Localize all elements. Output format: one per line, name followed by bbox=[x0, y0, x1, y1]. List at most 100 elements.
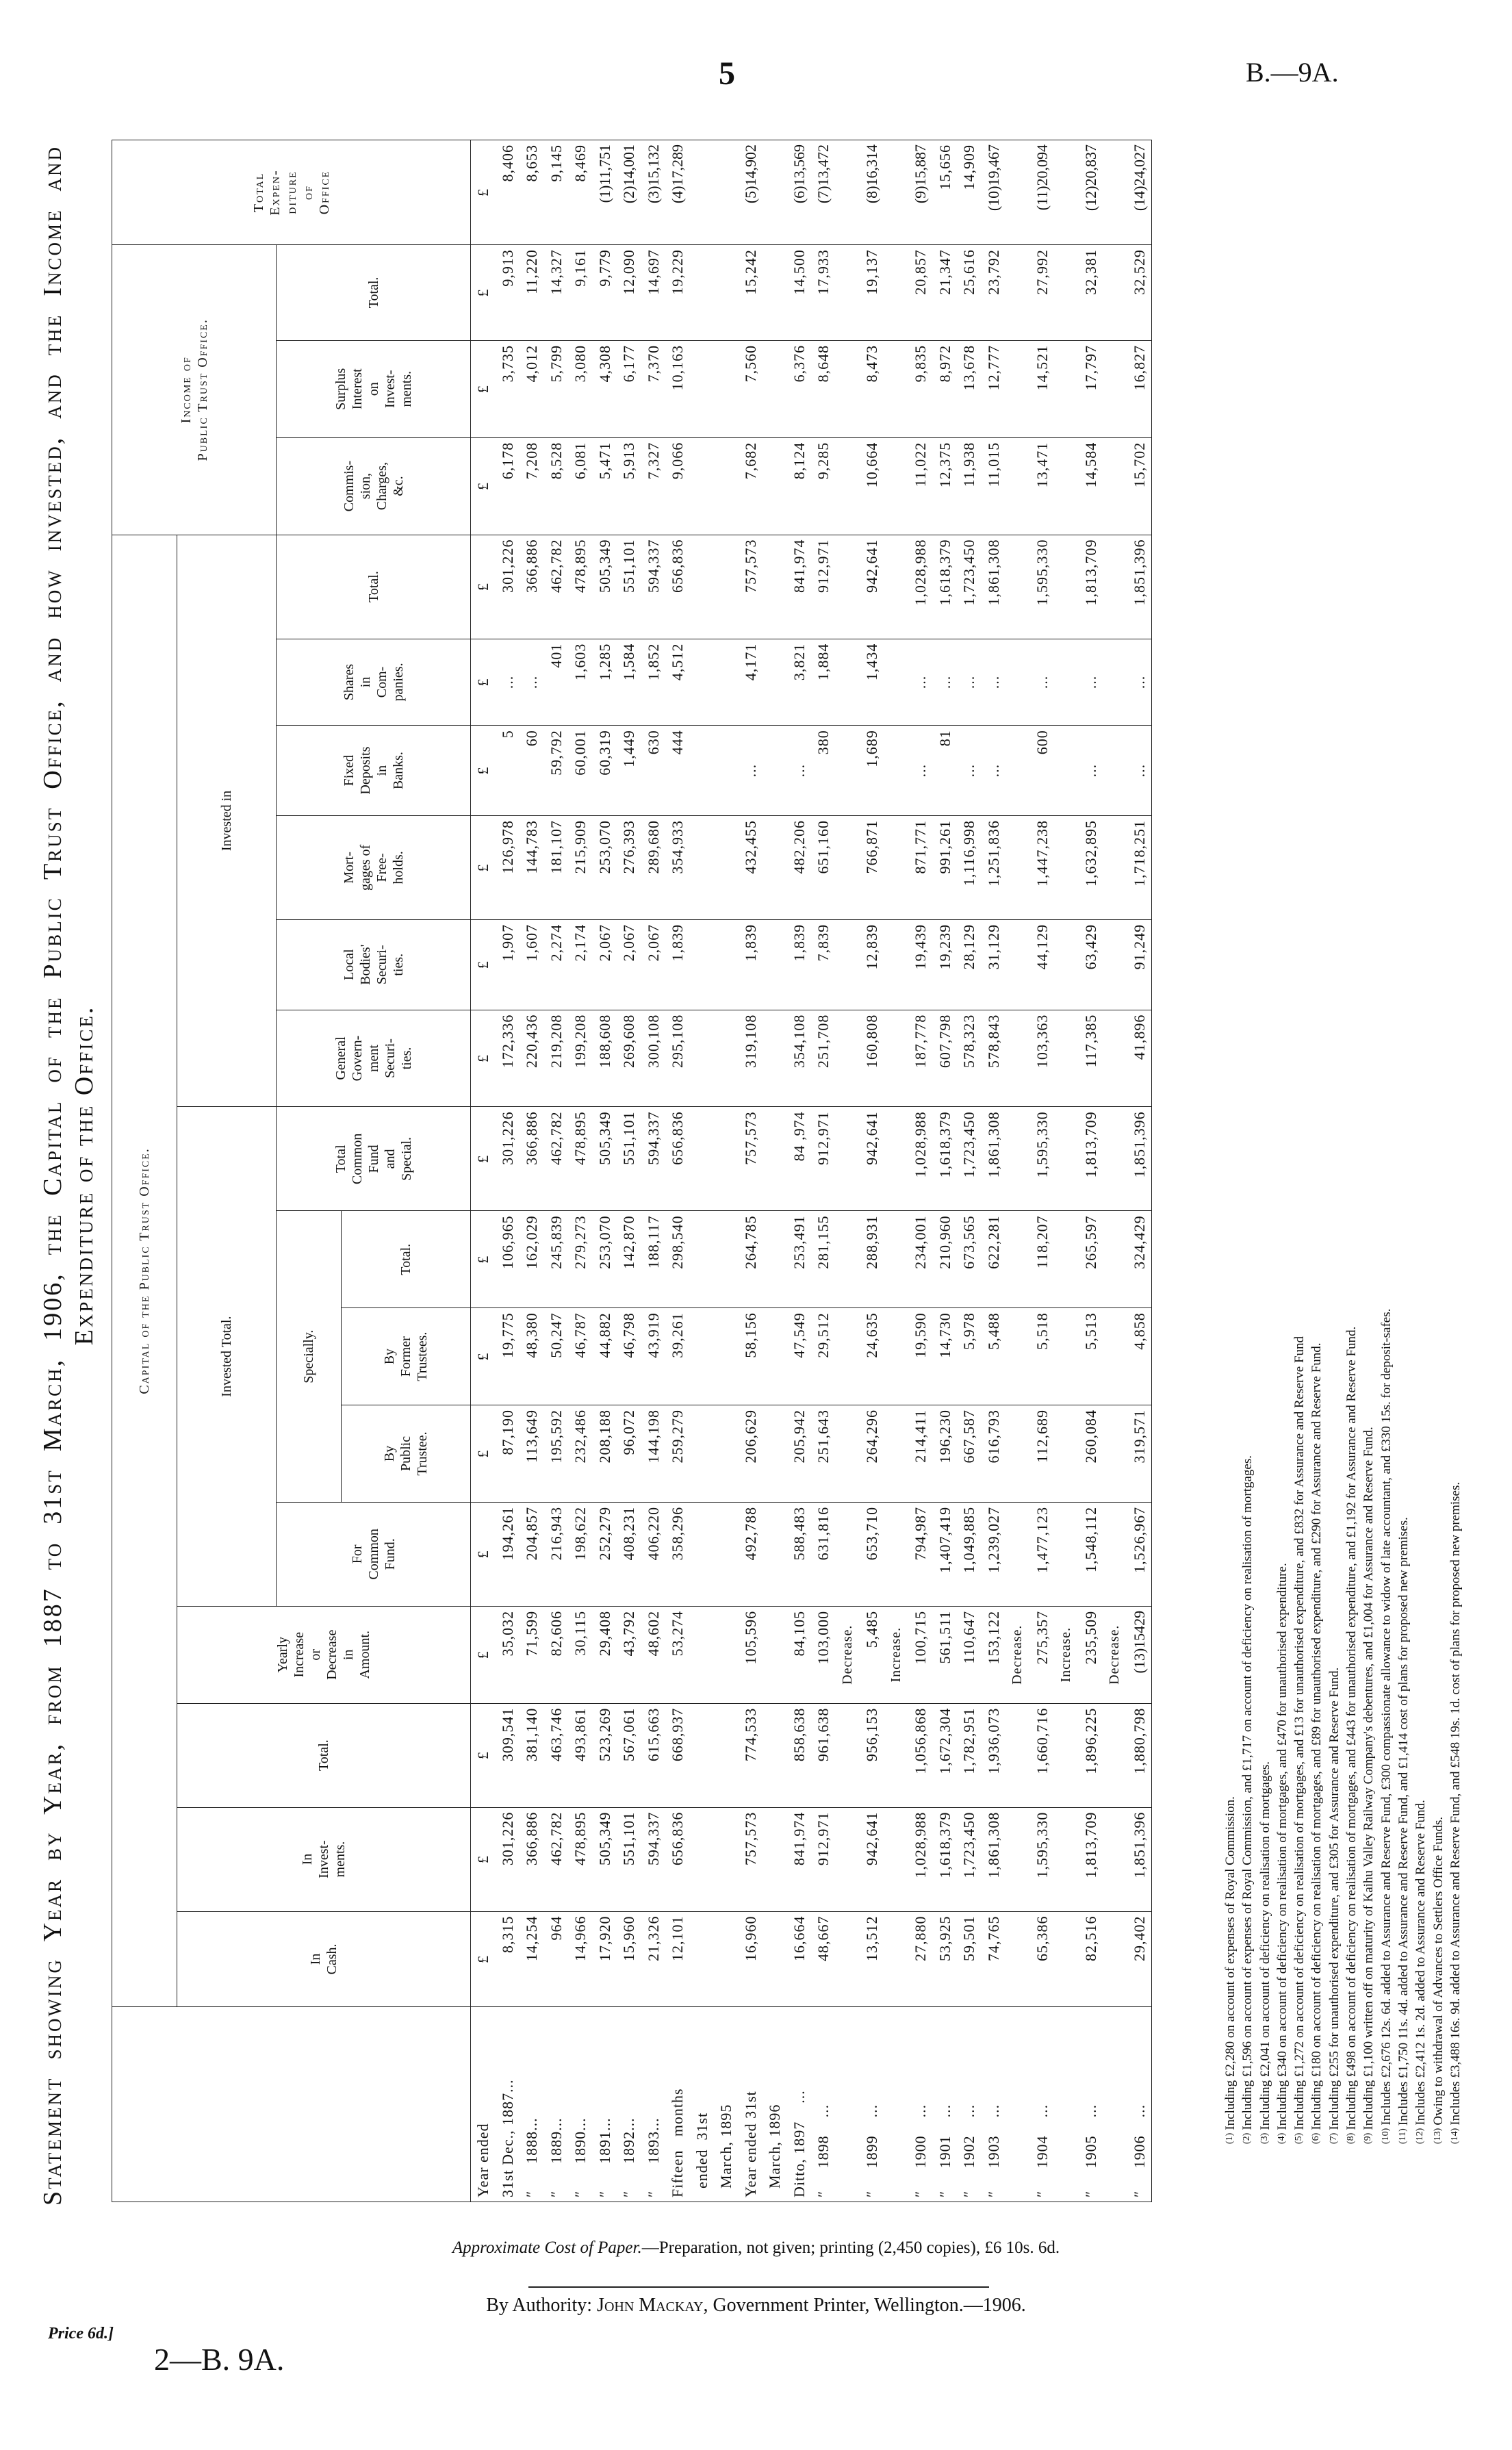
cell-mortgages: 354,933 bbox=[665, 815, 739, 920]
cell-total-expenditure: £8,406 bbox=[470, 140, 520, 245]
currency-symbol: £ bbox=[474, 1352, 491, 1361]
cell-value: 208,188 bbox=[595, 1409, 613, 1464]
cell-value: 366,886 bbox=[523, 1811, 540, 1866]
cell-value: 12,090 bbox=[620, 249, 637, 295]
cell-by-former-trustees: 58,156 bbox=[738, 1307, 787, 1405]
cell-value: 1,813,709 bbox=[1081, 1111, 1099, 1178]
blank-line bbox=[763, 1611, 787, 1699]
cell-local-bodies: 2,067 bbox=[592, 919, 617, 1010]
cell-local-bodies: 28,129 bbox=[957, 919, 982, 1010]
cell-capital-total: 1,936,073 bbox=[981, 1703, 1005, 1808]
cell-mortgages: 1,447,238 bbox=[1005, 815, 1054, 920]
cell-mortgages: 1,116,998 bbox=[957, 815, 982, 920]
blank-line bbox=[1005, 730, 1030, 811]
blank-line bbox=[1054, 1708, 1079, 1803]
cell-shares: 401 bbox=[543, 639, 568, 726]
blank-line bbox=[884, 1916, 909, 2003]
cell-total-expenditure: (7)13,472 bbox=[811, 140, 836, 245]
blank-line bbox=[1005, 2011, 1030, 2197]
blank-line bbox=[836, 1409, 860, 1498]
cell-value: (11)20,094 bbox=[1033, 144, 1051, 211]
cell-value: 31,129 bbox=[984, 923, 1002, 970]
page-title-text: Statement showing Year by Year, from 188… bbox=[38, 145, 67, 2206]
blank-line bbox=[690, 730, 715, 811]
cell-in-investments: 1,813,709 bbox=[1054, 1807, 1103, 1912]
cell-value: 942,641 bbox=[863, 1811, 880, 1866]
blank-line bbox=[1005, 1916, 1030, 2003]
cell-yearly-change: 29,408 bbox=[592, 1606, 617, 1704]
blank-line bbox=[690, 539, 715, 635]
footnote-number: (6) bbox=[1311, 2132, 1322, 2144]
cell-value: 235,509 bbox=[1081, 1610, 1099, 1665]
cell-value: 1,839 bbox=[669, 923, 686, 962]
cell-in-cash: 13,512 bbox=[835, 1911, 884, 2007]
cell-value: (2)14,001 bbox=[620, 144, 637, 204]
blank-line bbox=[836, 643, 860, 722]
cell-surplus-interest: 16,827 bbox=[1103, 340, 1152, 438]
blank-line bbox=[836, 1812, 860, 1907]
cell-shares: 1,584 bbox=[617, 639, 641, 726]
cell-surplus-interest: 8,972 bbox=[932, 340, 957, 438]
cell-common-fund: 1,477,123 bbox=[1005, 1502, 1054, 1607]
cell-total-common-special: 912,971 bbox=[811, 1106, 836, 1211]
blank-line bbox=[1054, 144, 1079, 240]
divider bbox=[528, 2286, 989, 2288]
blank-line bbox=[1054, 924, 1079, 1006]
cell-commission: £6,178 bbox=[470, 437, 520, 535]
cell-shares: ... bbox=[1005, 639, 1054, 726]
cell-value: 117,385 bbox=[1081, 1014, 1099, 1068]
cell-common-fund: 406,220 bbox=[641, 1502, 665, 1607]
cell-yearly-change: Decrease. 275,357 bbox=[1005, 1606, 1054, 1704]
cell-value: 53,925 bbox=[936, 1915, 953, 1962]
cell-in-cash: 12,101 bbox=[665, 1911, 739, 2007]
cell-yearly-change: 153,122 bbox=[981, 1606, 1005, 1704]
cell-in-investments: 1,028,988 bbox=[884, 1807, 933, 1912]
cell-value: 12,101 bbox=[669, 1915, 686, 1962]
cell-value: 319,571 bbox=[1130, 1409, 1148, 1464]
row-label: ″ 1900 ... bbox=[884, 2006, 933, 2202]
cell-fixed-deposits: 1,689 bbox=[835, 725, 884, 816]
cell-by-former-trustees: 43,919 bbox=[641, 1307, 665, 1405]
cell-government-securities: 319,108 bbox=[738, 1010, 787, 1107]
header-fixed-deposits: Fixed Deposits in Banks. bbox=[276, 725, 471, 816]
cell-surplus-interest: 13,678 bbox=[957, 340, 982, 438]
blank-line bbox=[1005, 1215, 1030, 1303]
cell-by-public-trustee: 113,649 bbox=[520, 1405, 544, 1503]
blank-line bbox=[1103, 1015, 1127, 1103]
blank-line bbox=[884, 1507, 909, 1602]
cell-value: 1,477,123 bbox=[1033, 1506, 1051, 1573]
footnote-text: Including £340 on account of deficiency … bbox=[1274, 1563, 1290, 2130]
header-income-total: Total. bbox=[276, 244, 471, 341]
cell-in-cash: 74,765 bbox=[981, 1911, 1005, 2007]
cell-value: 81 bbox=[936, 730, 953, 747]
cell-value: (9)15,887 bbox=[912, 144, 929, 204]
cell-value: 8,473 bbox=[863, 344, 880, 383]
blank-line bbox=[763, 1111, 787, 1206]
cell-value: 1,813,709 bbox=[1081, 539, 1099, 606]
row-label-line: Fifteen months bbox=[669, 2088, 686, 2197]
cell-value: 245,839 bbox=[547, 1215, 565, 1269]
row-label-line: ended 31st bbox=[693, 2112, 710, 2197]
cell-total-expenditure: (14)24,027 bbox=[1103, 140, 1152, 245]
cell-value: 358,296 bbox=[669, 1506, 686, 1561]
cell-by-former-trustees: 5,518 bbox=[1005, 1307, 1054, 1405]
cell-fixed-deposits: 59,792 bbox=[543, 725, 568, 816]
footnote: (4) Including £340 on account of deficien… bbox=[1274, 570, 1291, 2144]
cell-by-public-trustee: 206,629 bbox=[738, 1405, 787, 1503]
cell-value: 956,153 bbox=[863, 1707, 880, 1762]
cell-value: ... bbox=[741, 763, 759, 778]
row-label: ″ 1904 ... bbox=[1005, 2006, 1054, 2202]
cell-commission: 11,015 bbox=[981, 437, 1005, 535]
cell-value: 600 bbox=[1033, 730, 1051, 755]
cell-common-fund: 794,987 bbox=[884, 1502, 933, 1607]
blank-line bbox=[763, 1812, 787, 1907]
cell-mortgages: 215,909 bbox=[568, 815, 593, 920]
cell-capital-total: 381,140 bbox=[520, 1703, 544, 1808]
cell-special-total: 118,207 bbox=[1005, 1210, 1054, 1308]
cell-value: 6,376 bbox=[790, 344, 808, 383]
cell-value: 1,548,112 bbox=[1081, 1506, 1099, 1573]
blank-line bbox=[763, 442, 787, 531]
blank-line bbox=[836, 1507, 860, 1602]
cell-income-total: 32,381 bbox=[1054, 244, 1103, 341]
blank-line bbox=[1103, 1409, 1127, 1498]
